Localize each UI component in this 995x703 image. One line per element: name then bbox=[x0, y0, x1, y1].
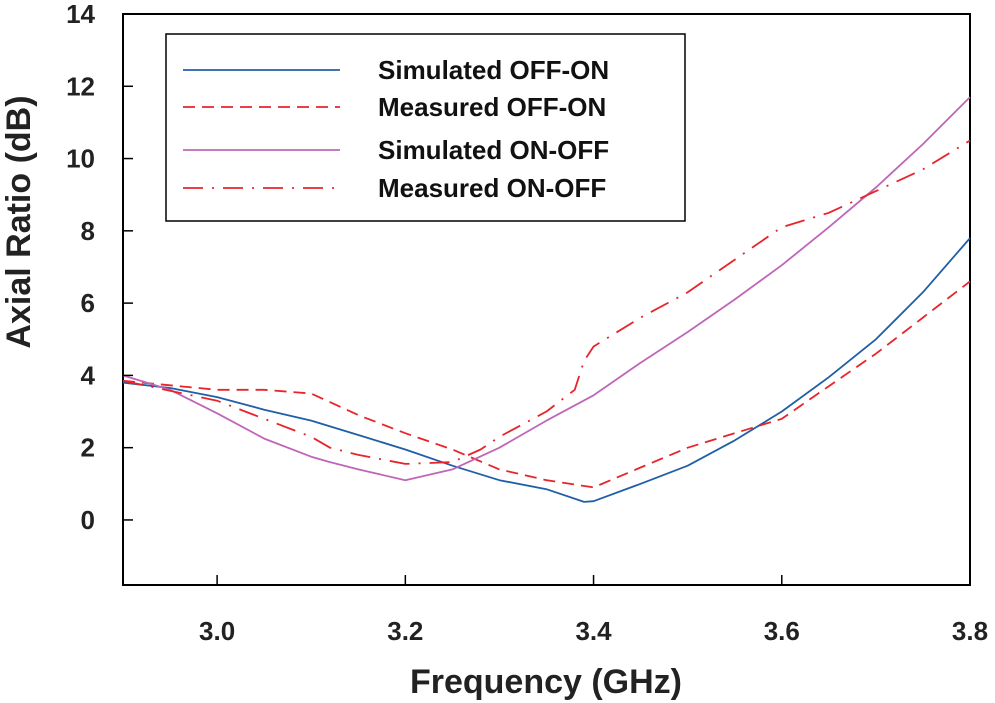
legend-label: Measured ON-OFF bbox=[378, 173, 606, 203]
plot-frame bbox=[122, 13, 971, 586]
x-tick-label: 3.4 bbox=[575, 616, 612, 646]
x-tick-label: 3.0 bbox=[199, 616, 235, 646]
y-axis-title: Axial Ratio (dB) bbox=[0, 95, 38, 348]
y-tick-label: 14 bbox=[66, 0, 95, 29]
series-line-simulated-on-off bbox=[122, 96, 971, 482]
y-tick-label: 6 bbox=[81, 288, 95, 318]
legend-label: Simulated ON-OFF bbox=[378, 135, 609, 165]
x-tick-label: 3.6 bbox=[764, 616, 800, 646]
legend-box bbox=[165, 33, 686, 222]
x-tick-label: 3.8 bbox=[952, 616, 988, 646]
legend-label: Simulated OFF-ON bbox=[378, 55, 609, 85]
y-tick-label: 10 bbox=[66, 144, 95, 174]
series-line-measured-off-on bbox=[122, 280, 971, 489]
series-line-simulated-off-on bbox=[122, 237, 971, 503]
y-tick-label: 2 bbox=[81, 433, 95, 463]
x-axis-title: Frequency (GHz) bbox=[410, 663, 682, 701]
y-tick-label: 0 bbox=[81, 505, 95, 535]
y-tick-label: 4 bbox=[81, 360, 96, 390]
y-tick-label: 12 bbox=[66, 71, 95, 101]
series-line-measured-on-off bbox=[122, 139, 971, 465]
x-tick-label: 3.2 bbox=[387, 616, 423, 646]
legend-label: Measured OFF-ON bbox=[378, 92, 606, 122]
y-tick-label: 8 bbox=[81, 216, 95, 246]
